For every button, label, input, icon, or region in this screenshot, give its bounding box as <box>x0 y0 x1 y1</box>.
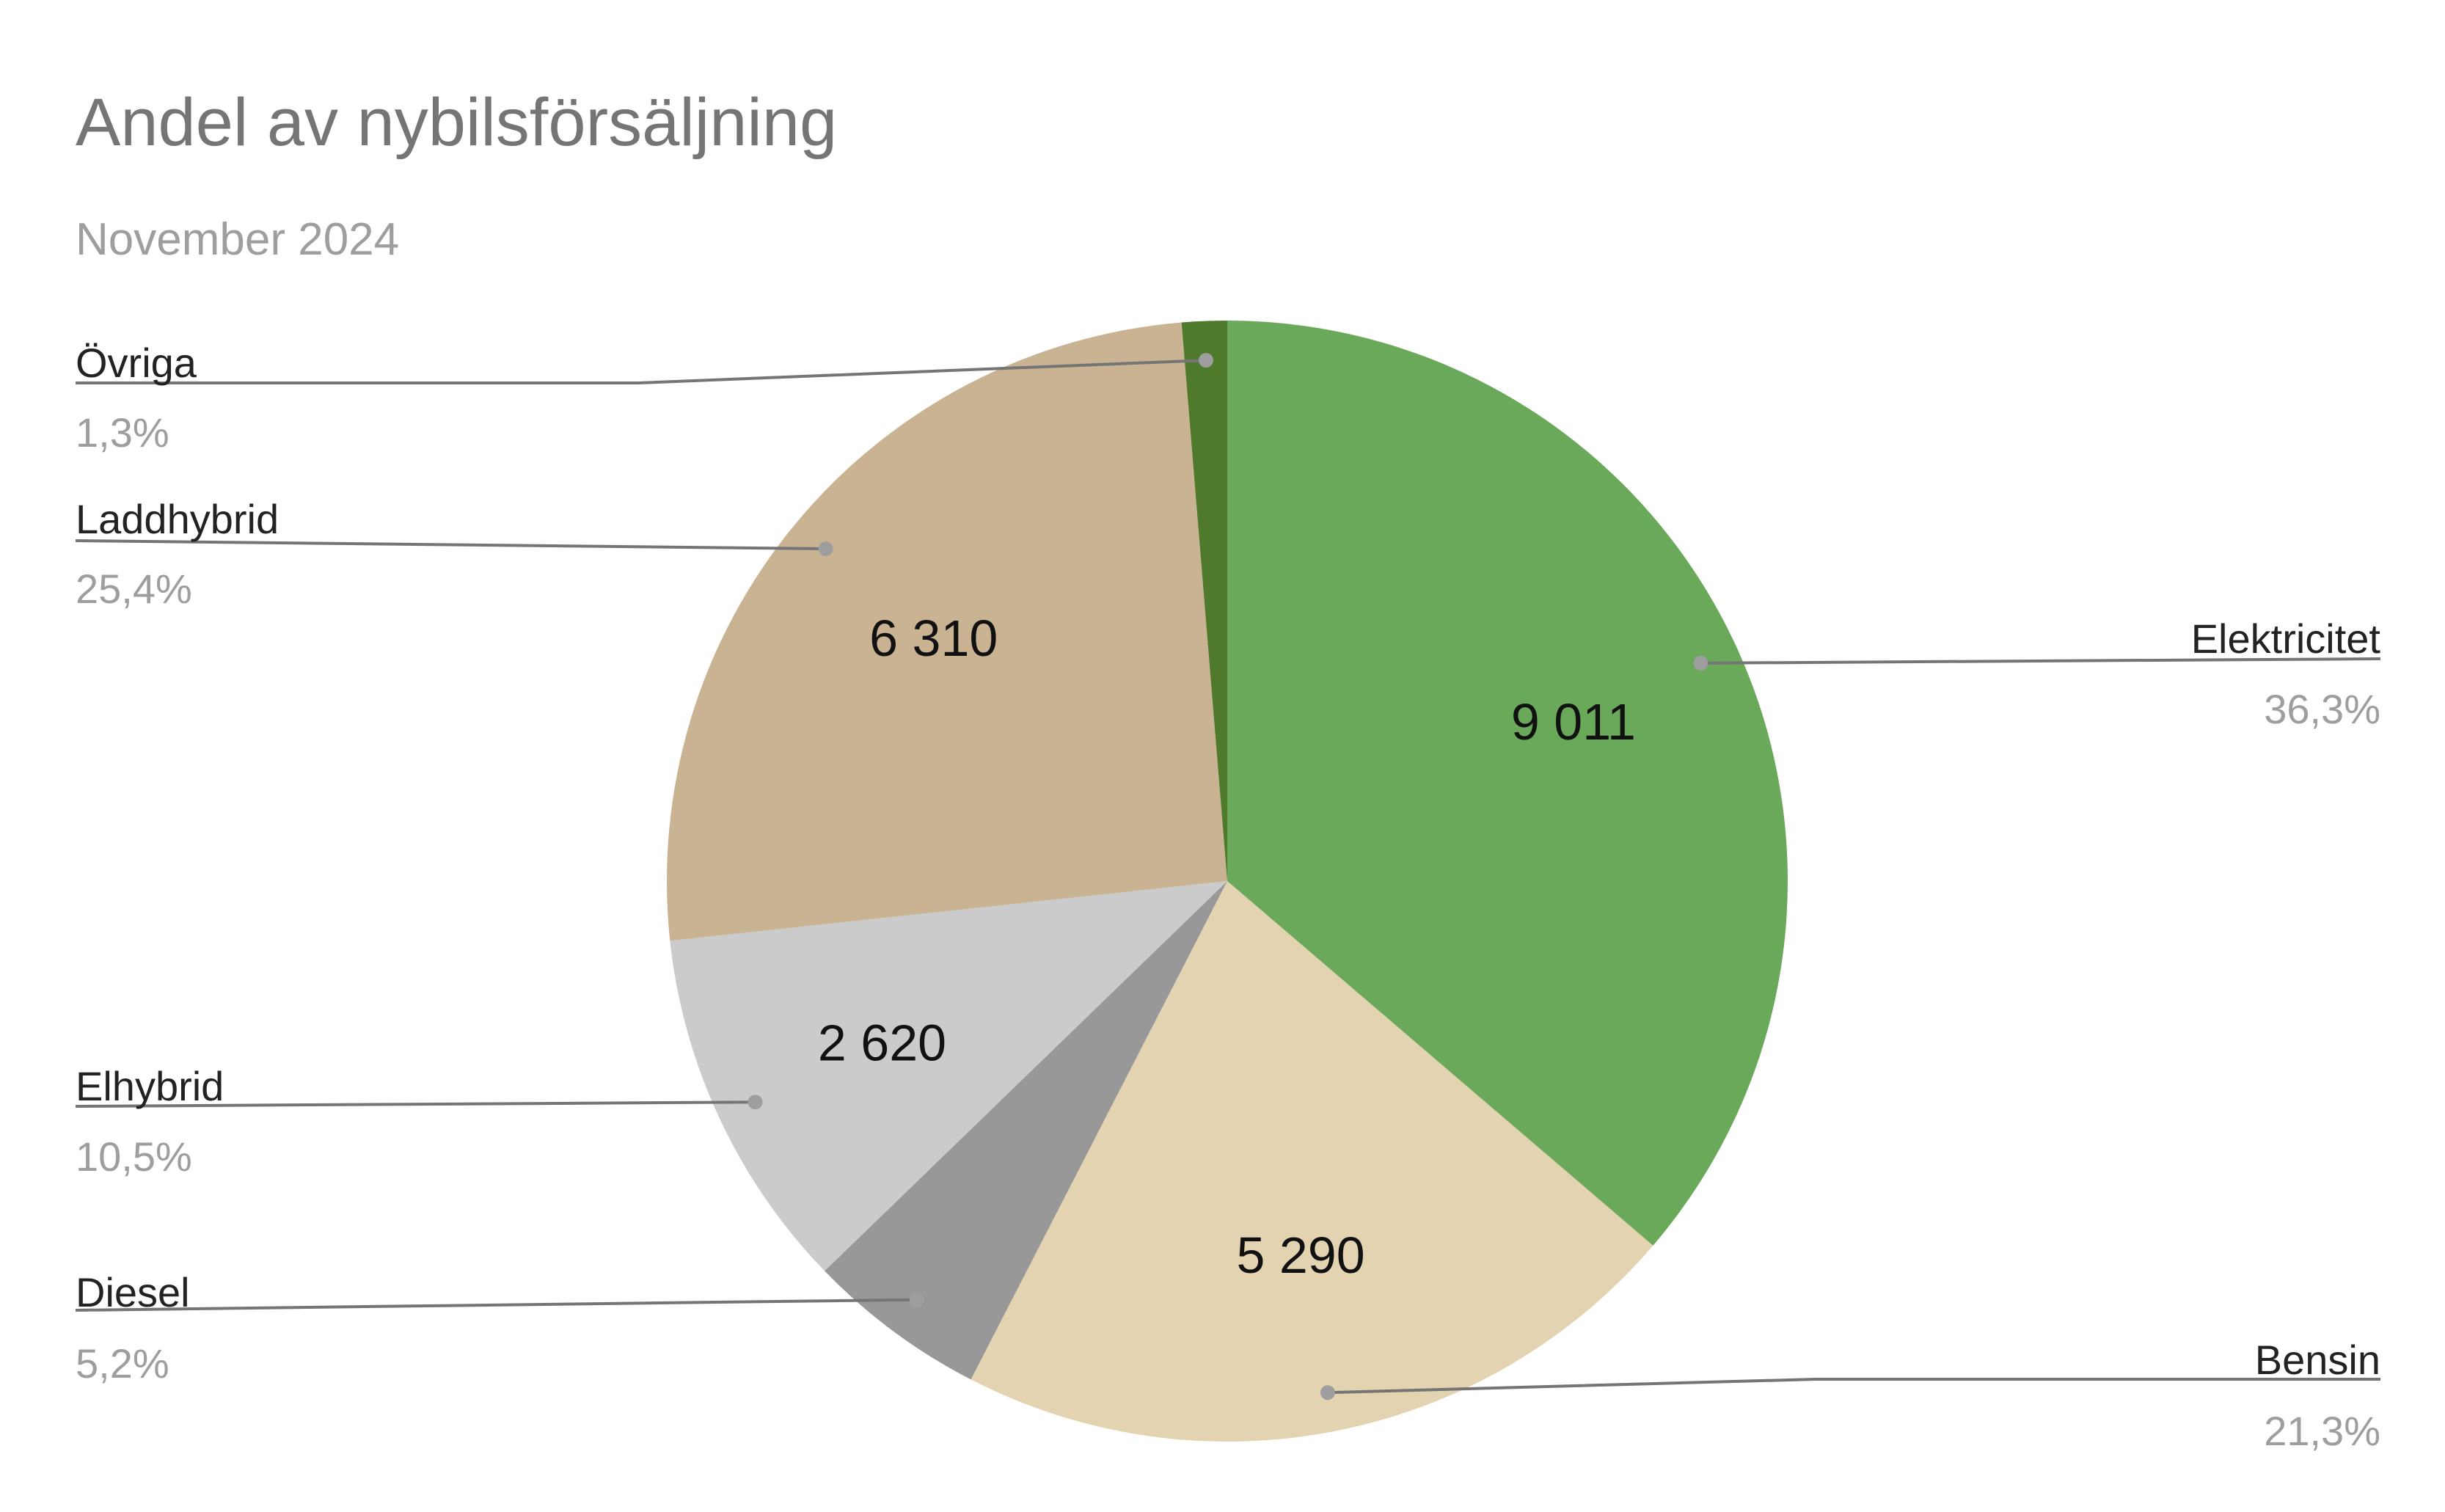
category-label-laddhybrid: Laddhybrid <box>76 496 279 542</box>
slice-elektricitet <box>1227 321 1788 1246</box>
leader-dot-bensin <box>1320 1385 1335 1400</box>
leader-dot-ovriga <box>1198 353 1213 368</box>
category-label-elhybrid: Elhybrid <box>76 1063 224 1109</box>
percent-label-elektricitet: 36,3% <box>2264 686 2380 732</box>
leader-dot-diesel <box>909 1292 924 1307</box>
value-label-elektricitet: 9 011 <box>1511 693 1636 750</box>
value-label-laddhybrid: 6 310 <box>869 610 998 667</box>
slice-diesel <box>825 881 1227 1380</box>
slice-elhybrid <box>670 881 1227 1271</box>
chart-subtitle: November 2024 <box>76 214 399 265</box>
percent-label-elhybrid: 10,5% <box>76 1133 192 1180</box>
percent-label-diesel: 5,2% <box>76 1340 169 1387</box>
leader-line-laddhybrid <box>75 539 826 551</box>
category-label-ovriga: Övriga <box>76 340 197 386</box>
value-label-bensin: 5 290 <box>1236 1227 1364 1284</box>
value-label-elhybrid: 2 620 <box>818 1014 946 1071</box>
callouts: Elektricitet 36,3% Bensin 21,3% Diesel 5,2% El… <box>75 340 2381 1454</box>
leader-line-diesel <box>75 1298 917 1312</box>
slice-bensin <box>971 881 1653 1442</box>
pie-slices <box>667 321 1788 1442</box>
leader-line-elhybrid <box>75 1100 756 1108</box>
percent-label-bensin: 21,3% <box>2264 1408 2380 1454</box>
leader-line-bensin <box>1327 1378 2380 1395</box>
category-label-elektricitet: Elektricitet <box>2191 616 2381 662</box>
slice-ovriga <box>1181 321 1227 881</box>
leader-line-elektricitet <box>1700 657 2381 665</box>
leader-dot-elhybrid <box>748 1095 763 1110</box>
chart-title: Andel av nybilsförsäljning <box>76 85 837 160</box>
category-label-diesel: Diesel <box>76 1269 190 1315</box>
slice-laddhybrid <box>667 322 1227 941</box>
value-labels: 9 011 5 290 2 620 6 310 <box>818 610 1636 1284</box>
category-label-bensin: Bensin <box>2255 1337 2380 1383</box>
leader-dot-laddhybrid <box>818 541 833 557</box>
leader-line-ovriga <box>76 359 1207 384</box>
leader-dot-elektricitet <box>1693 655 1708 671</box>
percent-label-ovriga: 1,3% <box>76 409 169 456</box>
percent-label-laddhybrid: 25,4% <box>76 566 192 612</box>
